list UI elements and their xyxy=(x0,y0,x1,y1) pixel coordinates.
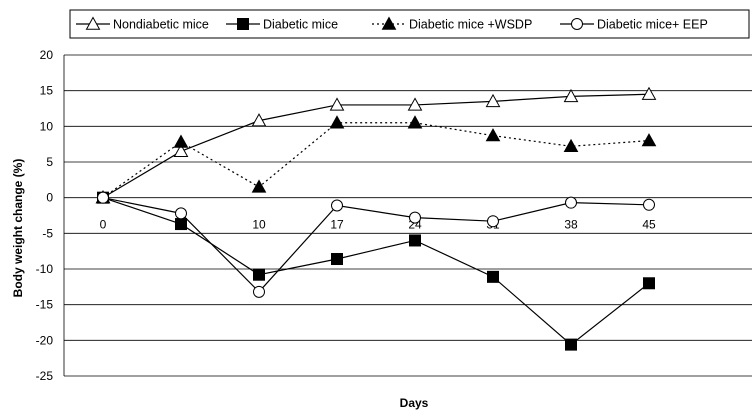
y-tick-label: 15 xyxy=(40,84,54,98)
data-point xyxy=(641,86,657,100)
x-tick-label: 45 xyxy=(642,218,656,232)
legend-label: Diabetic mice+ EEP xyxy=(597,18,708,32)
data-point xyxy=(563,138,579,153)
series-3 xyxy=(97,191,655,298)
data-point xyxy=(331,199,343,212)
data-point xyxy=(487,270,499,283)
data-point xyxy=(97,191,109,204)
data-point xyxy=(253,285,265,298)
y-tick-label: 0 xyxy=(46,191,53,205)
data-point xyxy=(329,115,345,129)
data-point xyxy=(253,268,265,281)
legend-marker xyxy=(381,16,397,30)
legend-marker xyxy=(237,18,249,30)
data-point xyxy=(251,113,267,127)
legend-entry-1: Diabetic mice xyxy=(226,18,338,32)
data-point xyxy=(487,215,499,228)
data-point xyxy=(563,88,579,103)
legend-entry-0: Nondiabetic mice xyxy=(76,16,209,32)
data-point xyxy=(409,211,421,224)
data-point xyxy=(485,93,501,108)
y-tick-label: 10 xyxy=(40,119,54,133)
y-tick-label: 20 xyxy=(40,48,54,62)
x-tick-label: 38 xyxy=(564,218,578,232)
legend-marker xyxy=(571,18,583,30)
series-group xyxy=(95,86,657,351)
data-point xyxy=(485,128,501,142)
data-point xyxy=(407,97,423,111)
grid-lines xyxy=(63,54,752,377)
legend-box xyxy=(69,9,750,39)
data-point xyxy=(565,196,577,209)
data-point xyxy=(173,143,189,157)
y-tick-label: -25 xyxy=(36,369,54,383)
legend-marker xyxy=(85,16,101,30)
y-axis-label: Body weight change (%) xyxy=(11,159,25,298)
series-2 xyxy=(95,115,657,204)
x-tick-label: 0 xyxy=(100,218,107,232)
legend: Nondiabetic mice Diabetic mice Diabetic mi… xyxy=(69,9,750,39)
data-point xyxy=(643,277,655,290)
data-point xyxy=(409,234,421,247)
series-line xyxy=(102,122,650,199)
y-tick-label: -5 xyxy=(42,226,53,240)
y-tick-label: -10 xyxy=(36,262,54,276)
legend-entry-2: Diabetic mice +WSDP xyxy=(372,16,532,32)
data-point xyxy=(407,115,423,129)
data-point xyxy=(643,198,655,211)
x-tick-label: 17 xyxy=(330,218,344,232)
data-point xyxy=(175,207,187,220)
legend-label: Nondiabetic mice xyxy=(113,18,209,32)
y-tick-label: 5 xyxy=(46,155,53,169)
data-point xyxy=(331,253,343,266)
data-point xyxy=(251,179,267,193)
data-point xyxy=(175,218,187,231)
series-0 xyxy=(95,86,657,204)
x-tick-label: 10 xyxy=(252,218,266,232)
x-axis-label: Days xyxy=(400,396,429,410)
series-line xyxy=(102,197,650,293)
data-point xyxy=(641,133,657,147)
y-tick-labels: 20 15 10 5 0 -5 -10 -15 -20 -25 xyxy=(36,48,54,383)
data-point xyxy=(329,97,345,111)
legend-label: Diabetic mice xyxy=(263,18,338,32)
y-tick-label: -20 xyxy=(36,333,54,347)
legend-label: Diabetic mice +WSDP xyxy=(409,18,532,32)
data-point xyxy=(173,134,189,148)
legend-entry-3: Diabetic mice+ EEP xyxy=(560,18,708,32)
y-tick-label: -15 xyxy=(36,298,54,312)
data-point xyxy=(565,338,577,351)
series-line xyxy=(102,93,650,199)
series-line xyxy=(102,197,650,346)
